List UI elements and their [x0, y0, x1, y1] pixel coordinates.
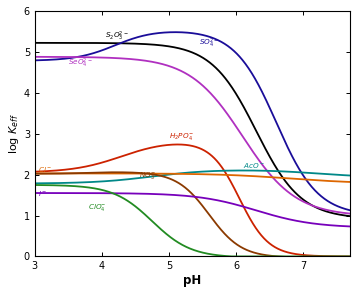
- Text: SO$_4^{2-}$: SO$_4^{2-}$: [199, 36, 219, 49]
- Text: H$_2$PO$_4^{-}$: H$_2$PO$_4^{-}$: [169, 131, 194, 142]
- Text: AcO$^-$: AcO$^-$: [243, 161, 265, 170]
- Text: NO$_3^{-}$: NO$_3^{-}$: [139, 170, 156, 181]
- Text: SeO$_4^{2-}$: SeO$_4^{2-}$: [69, 57, 93, 70]
- Text: S$_2$O$_3^{2-}$: S$_2$O$_3^{2-}$: [105, 30, 129, 43]
- Text: ClO$_4^{-}$: ClO$_4^{-}$: [89, 202, 107, 213]
- X-axis label: pH: pH: [183, 274, 202, 287]
- Y-axis label: log $\mathit{K}_{eff}$: log $\mathit{K}_{eff}$: [7, 113, 21, 154]
- Text: I$^-$: I$^-$: [38, 189, 47, 198]
- Text: Cl$^-$: Cl$^-$: [38, 165, 52, 174]
